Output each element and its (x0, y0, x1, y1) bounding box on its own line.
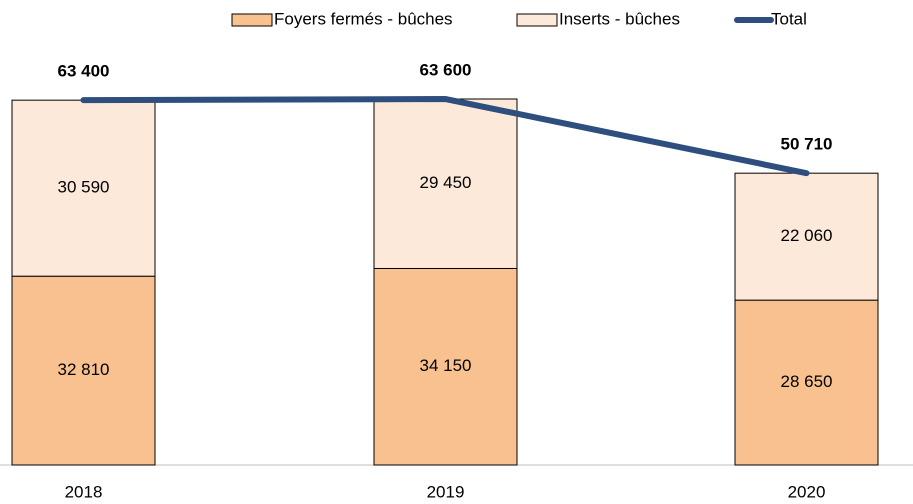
total-label: 63 400 (58, 62, 110, 81)
legend-swatch (231, 13, 273, 27)
x-tick-label: 2019 (427, 482, 465, 501)
bar-segment (11, 275, 156, 466)
legend-label: Total (771, 9, 807, 28)
value-label: 28 650 (781, 372, 833, 391)
value-label: 34 150 (420, 356, 472, 375)
legend-label: Foyers fermés - bûches (274, 9, 453, 28)
bar-segment (11, 99, 156, 277)
value-label: 30 590 (58, 178, 110, 197)
bar-segment (373, 98, 518, 269)
value-label: 32 810 (58, 360, 110, 379)
legend-label: Inserts - bûches (559, 9, 680, 28)
value-label: 29 450 (420, 173, 472, 192)
total-label: 50 710 (781, 135, 833, 154)
value-label: 22 060 (781, 226, 833, 245)
total-label: 63 600 (420, 60, 472, 79)
bar-segment (373, 267, 518, 466)
x-tick-label: 2020 (788, 482, 826, 501)
bar-segment (734, 299, 879, 466)
x-tick-label: 2018 (65, 482, 103, 501)
total-line (80, 95, 810, 177)
bar-segment (734, 172, 879, 301)
legend-swatch (516, 13, 558, 27)
